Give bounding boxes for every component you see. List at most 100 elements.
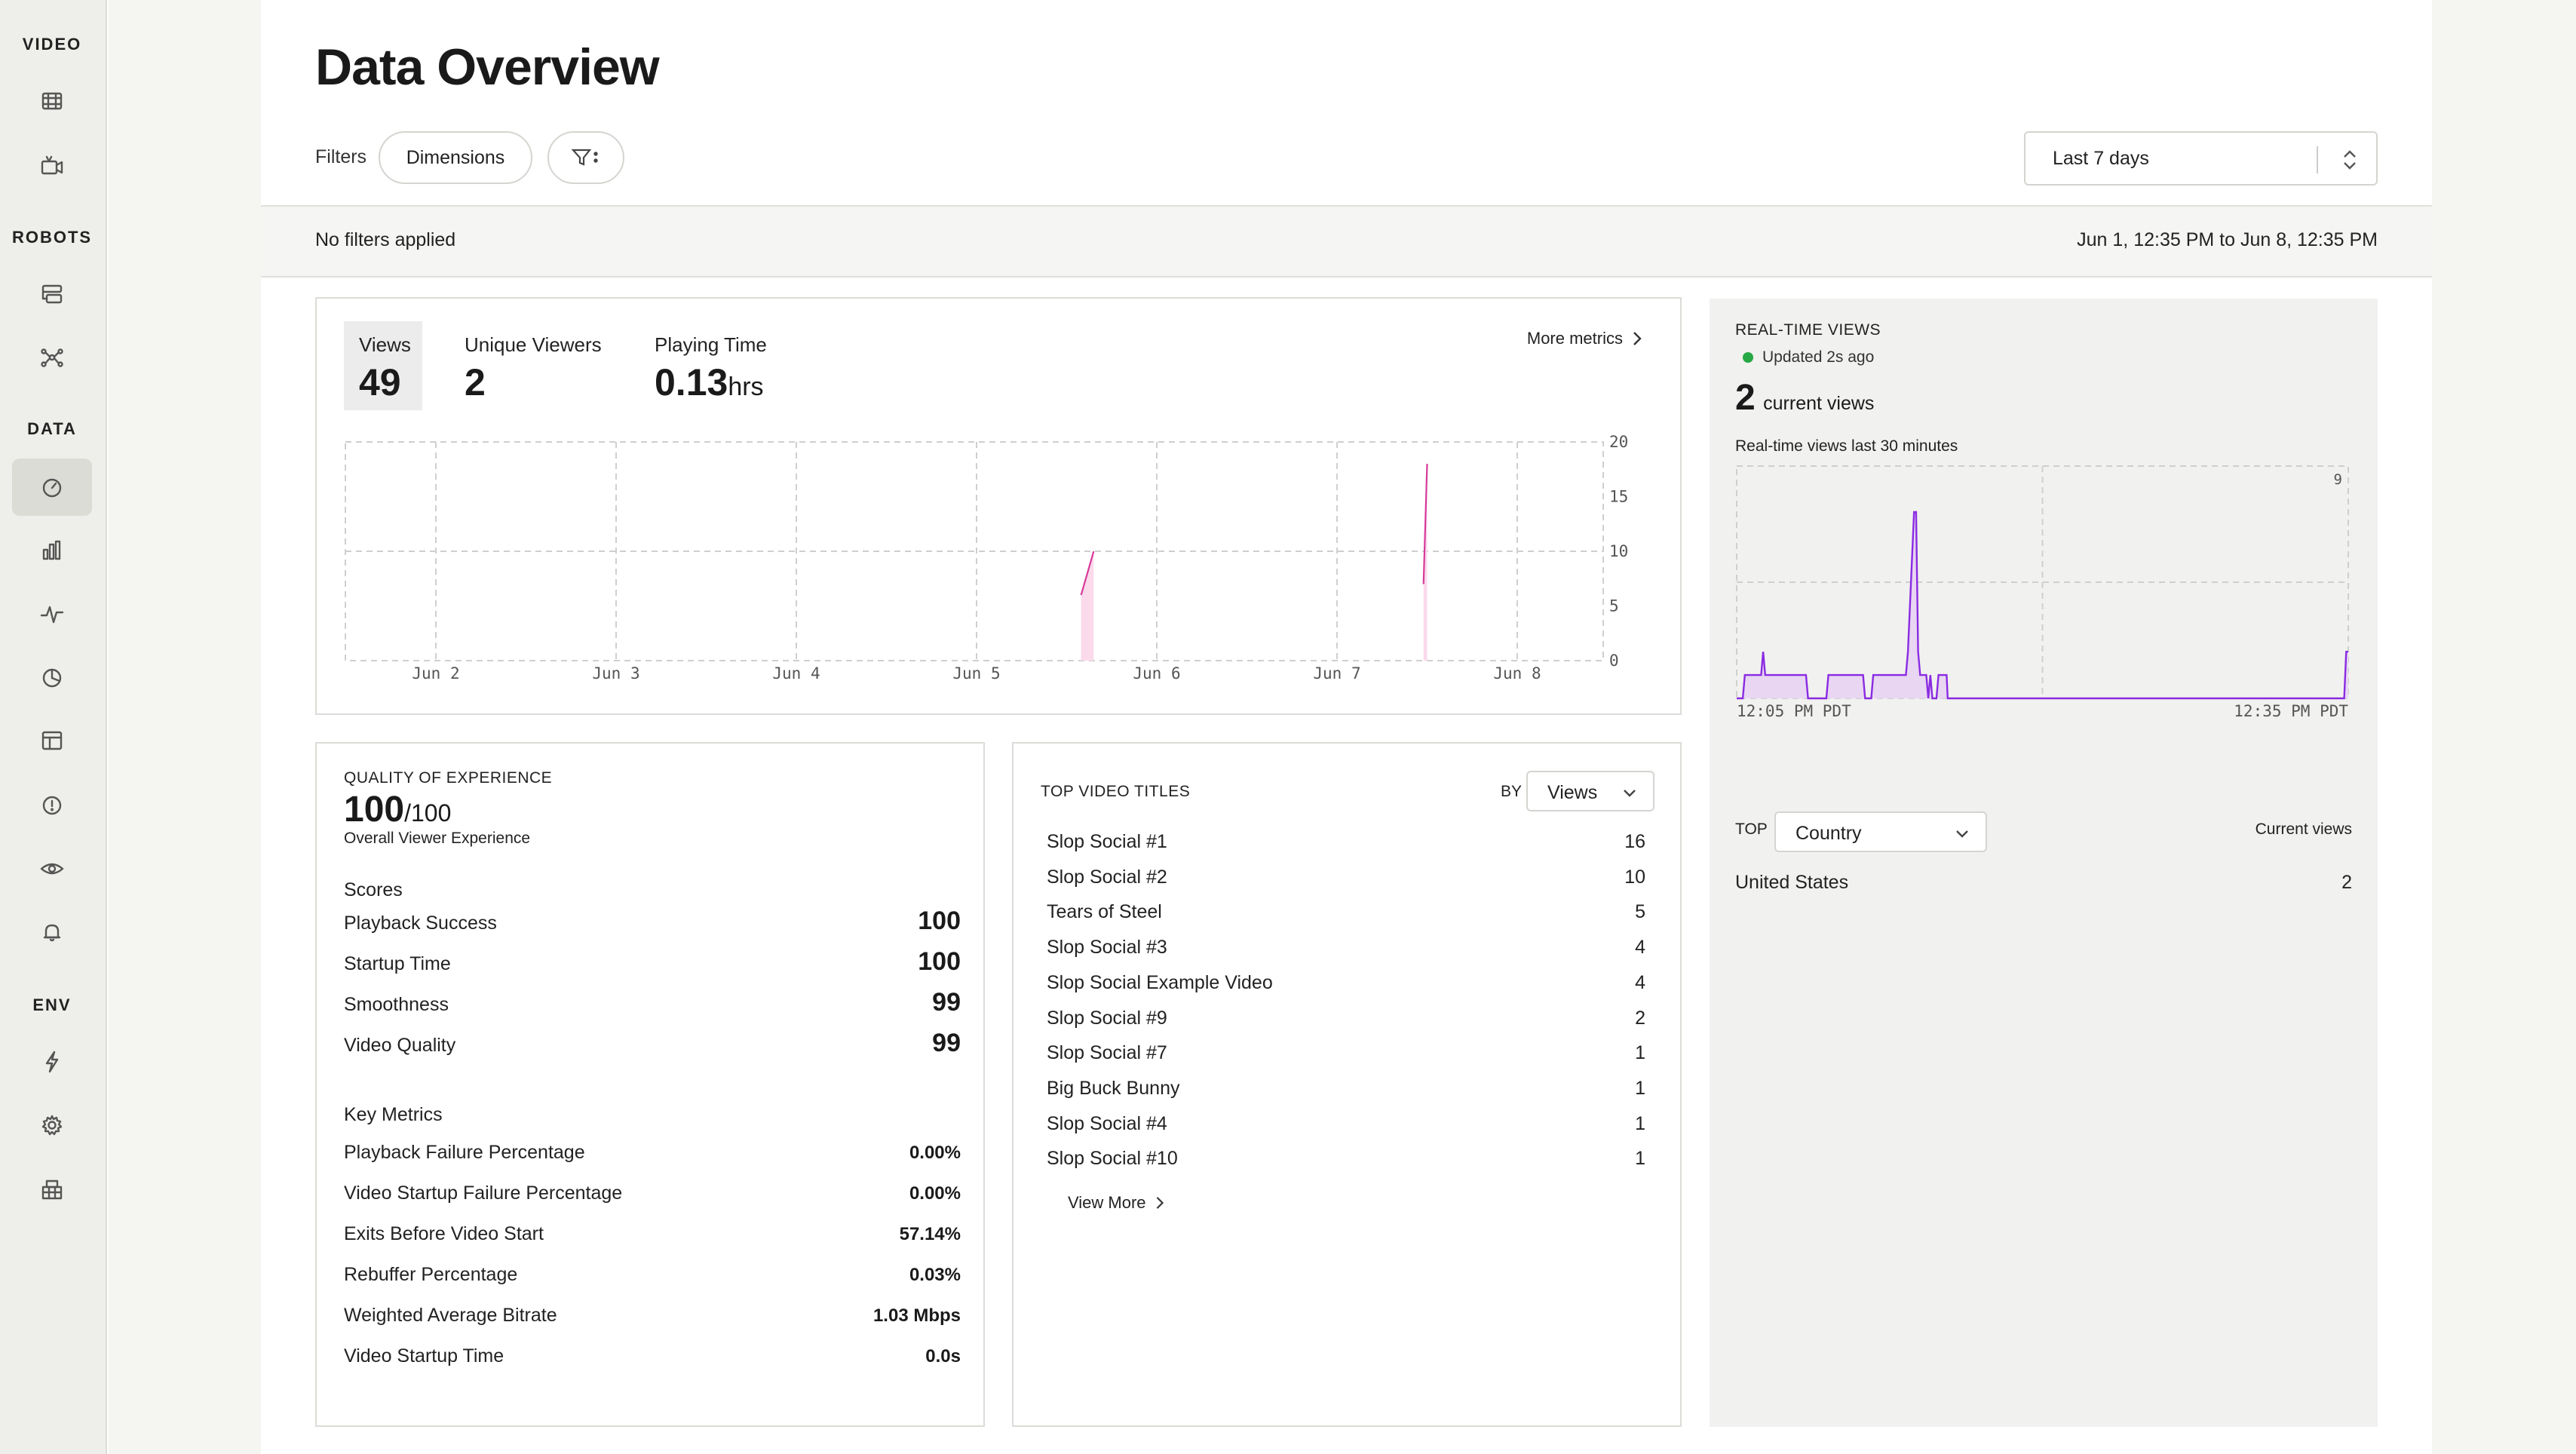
- series-line: [1737, 511, 2348, 700]
- chevron-updown-icon: [2344, 150, 2356, 170]
- filters-label: Filters: [315, 146, 367, 167]
- qoe-subtitle: Overall Viewer Experience: [344, 830, 531, 847]
- sidebar-section-data: DATA: [27, 419, 77, 438]
- x-tick-label: Jun 7: [1313, 664, 1360, 683]
- sidebar-item-alerts[interactable]: [12, 903, 92, 961]
- current-views-label: current views: [1763, 393, 1875, 414]
- quality-of-experience-card: QUALITY OF EXPERIENCE 100/100 Overall Vi…: [315, 742, 985, 1427]
- key-metric-value: 0.00%: [909, 1183, 961, 1204]
- metric-value: 49: [359, 361, 401, 403]
- dimensions-button[interactable]: Dimensions: [379, 131, 532, 184]
- metric-tab-unique-viewers[interactable]: Unique Viewers 2: [449, 321, 623, 410]
- sidebar-item-views-table[interactable]: [12, 712, 92, 769]
- key-metric-value: 0.0s: [925, 1346, 961, 1367]
- top-dimension-dropdown[interactable]: Country: [1774, 811, 1987, 852]
- video-view-count: 5: [1635, 901, 1645, 923]
- x-tick-label: 12:35 PM PDT: [2234, 702, 2348, 720]
- chevron-right-icon: [1633, 332, 1642, 345]
- x-tick-label: Jun 8: [1493, 664, 1541, 683]
- pulse-icon: [40, 606, 64, 624]
- key-metric-label: Weighted Average Bitrate: [344, 1305, 557, 1326]
- score-row: Playback Success 100: [344, 906, 961, 936]
- sidebar-item-robots-workflows[interactable]: [12, 329, 92, 386]
- key-metric-row: Rebuffer Percentage 0.03%: [344, 1264, 961, 1286]
- x-tick-label: Jun 3: [592, 664, 639, 683]
- video-title: Tears of Steel: [1047, 901, 1162, 923]
- video-title: Slop Social #3: [1047, 937, 1167, 959]
- metric-value: 2: [465, 361, 486, 403]
- sort-by-dropdown[interactable]: Views: [1526, 771, 1654, 811]
- y-tick-label: 5: [1609, 597, 1619, 615]
- sidebar-section-video: VIDEO: [22, 35, 82, 54]
- title-row[interactable]: Slop Social #9 2: [1047, 1008, 1645, 1029]
- grid-icon: [41, 1179, 63, 1200]
- metric-tab-playing-time[interactable]: Playing Time 0.13hrs: [639, 321, 790, 410]
- sidebar-item-live[interactable]: [12, 137, 92, 195]
- sidebar-item-integrations[interactable]: [12, 1033, 92, 1090]
- sidebar-item-overview[interactable]: [12, 459, 92, 516]
- current-views-column-label: Current views: [2255, 821, 2352, 838]
- x-tick-label: Jun 2: [412, 664, 459, 683]
- film-icon: [41, 92, 63, 110]
- info-icon: [42, 796, 62, 815]
- country-row: United States 2: [1735, 872, 2352, 894]
- top-titles-caption: TOP VIDEO TITLES: [1041, 783, 1191, 800]
- filter-options-button[interactable]: [547, 131, 624, 184]
- eye-icon: [40, 863, 64, 875]
- metric-value: 0.13hrs: [655, 360, 764, 404]
- video-title: Slop Social Example Video: [1047, 971, 1273, 993]
- title-row[interactable]: Slop Social #2 10: [1047, 867, 1645, 888]
- key-metric-label: Video Startup Failure Percentage: [344, 1183, 623, 1204]
- video-title: Big Buck Bunny: [1047, 1077, 1180, 1099]
- sidebar-item-watch[interactable]: [12, 840, 92, 897]
- sidebar: VIDEO ROBOTS DATA ENV: [0, 0, 107, 1454]
- nodes-icon: [41, 348, 63, 367]
- scores-heading: Scores: [344, 879, 403, 900]
- views-chart-card: Views 49 Unique Viewers 2 Playing Time 0…: [315, 297, 1682, 715]
- table-icon: [41, 731, 63, 750]
- page-title: Data Overview: [315, 38, 660, 96]
- title-row[interactable]: Slop Social #4 1: [1047, 1113, 1645, 1135]
- title-row[interactable]: Slop Social #3 4: [1047, 937, 1645, 959]
- sidebar-item-videos[interactable]: [12, 72, 92, 130]
- more-metrics-link[interactable]: More metrics: [1527, 329, 1644, 348]
- realtime-chart-caption: Real-time views last 30 minutes: [1735, 437, 1958, 455]
- video-title: Slop Social #1: [1047, 831, 1167, 852]
- top-label: TOP: [1735, 821, 1768, 838]
- title-row[interactable]: Slop Social Example Video 4: [1047, 972, 1645, 994]
- x-tick-label: Jun 5: [952, 664, 1000, 683]
- video-view-count: 4: [1635, 971, 1645, 993]
- y-tick-label: 10: [1609, 542, 1628, 560]
- sidebar-item-environments[interactable]: [12, 1161, 92, 1219]
- sidebar-item-monitoring[interactable]: [12, 585, 92, 643]
- video-view-count: 4: [1635, 937, 1645, 959]
- sidebar-item-robots-board[interactable]: [12, 265, 92, 323]
- metric-number: 0.13: [655, 361, 728, 403]
- title-row[interactable]: Slop Social #1 16: [1047, 831, 1645, 853]
- metric-tab-views[interactable]: Views 49: [344, 321, 422, 410]
- board-icon: [41, 284, 63, 304]
- title-row[interactable]: Slop Social #10 1: [1047, 1148, 1645, 1170]
- sidebar-item-breakdown[interactable]: [12, 649, 92, 706]
- title-row[interactable]: Tears of Steel 5: [1047, 901, 1645, 923]
- sidebar-item-metrics[interactable]: [12, 522, 92, 579]
- video-title: Slop Social #9: [1047, 1007, 1167, 1029]
- video-title: Slop Social #7: [1047, 1042, 1167, 1064]
- y-tick-label: 15: [1609, 488, 1628, 506]
- video-view-count: 10: [1624, 866, 1645, 888]
- page-gutter-right: [2432, 0, 2576, 1454]
- realtime-caption: REAL-TIME VIEWS: [1735, 321, 1881, 339]
- view-more-link[interactable]: View More: [1068, 1193, 1166, 1213]
- x-tick-label: 12:05 PM PDT: [1737, 702, 1851, 720]
- video-view-count: 1: [1635, 1077, 1645, 1099]
- date-range-select[interactable]: Last 7 days: [2024, 131, 2378, 186]
- video-view-count: 16: [1624, 831, 1645, 852]
- title-row[interactable]: Slop Social #7 1: [1047, 1042, 1645, 1064]
- sidebar-section-robots: ROBOTS: [11, 228, 93, 247]
- title-row[interactable]: Big Buck Bunny 1: [1047, 1078, 1645, 1100]
- sidebar-item-settings[interactable]: [12, 1097, 92, 1154]
- select-divider: [2317, 146, 2318, 173]
- key-metric-value: 57.14%: [899, 1224, 961, 1244]
- qoe-overall-score: 100/100: [344, 789, 451, 830]
- sidebar-item-errors[interactable]: [12, 777, 92, 834]
